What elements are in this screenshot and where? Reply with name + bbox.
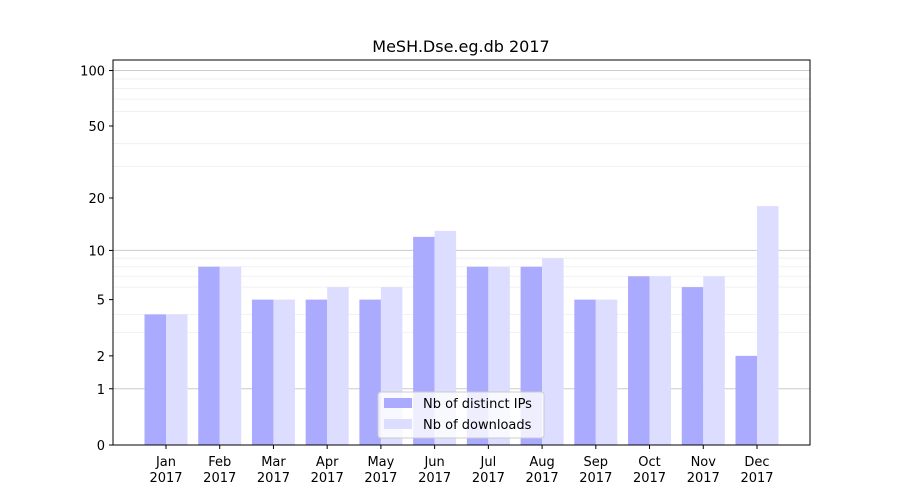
bar-distinct-ips — [305, 299, 328, 445]
legend-swatch — [384, 398, 412, 408]
bar-distinct-ips — [735, 355, 757, 445]
bar-downloads — [649, 276, 672, 445]
bar-distinct-ips — [198, 266, 220, 445]
bar-distinct-ips — [681, 287, 704, 445]
y-tick-label: 100 — [80, 65, 105, 80]
bar-distinct-ips — [144, 314, 166, 445]
y-tick-label: 1 — [97, 383, 105, 398]
y-tick-label: 2 — [97, 350, 105, 365]
bar-downloads — [703, 276, 725, 445]
bar-downloads — [542, 258, 564, 445]
x-tick-label: Mar 2017 — [257, 455, 290, 486]
bar-distinct-ips — [628, 276, 650, 445]
bar-downloads — [327, 287, 349, 445]
legend-label: Nb of downloads — [423, 418, 532, 433]
bar-downloads — [595, 299, 618, 445]
x-tick-label: May 2017 — [364, 455, 397, 486]
x-tick-label: Feb 2017 — [203, 455, 236, 486]
bar-distinct-ips — [574, 299, 596, 445]
y-tick-label: 0 — [97, 439, 105, 454]
bar-downloads — [434, 230, 457, 445]
plot-frame — [112, 59, 811, 446]
x-tick-label: Jan 2017 — [149, 455, 182, 486]
y-tick-label: 20 — [88, 192, 105, 207]
y-tick-label: 5 — [97, 294, 105, 309]
legend-box — [377, 391, 545, 439]
legend-swatch — [384, 419, 412, 429]
x-tick-label: Jun 2017 — [418, 455, 451, 486]
bar-downloads — [166, 314, 188, 445]
bar-distinct-ips — [359, 299, 381, 445]
x-tick-label: Nov 2017 — [687, 455, 720, 486]
chart-title: MeSH.Dse.eg.db 2017 — [372, 37, 549, 56]
x-tick-label: Dec 2017 — [740, 455, 773, 486]
y-tick-label: 50 — [88, 120, 105, 135]
bar-downloads — [219, 266, 242, 445]
legend-label: Nb of distinct IPs — [423, 397, 532, 412]
bar-downloads — [757, 206, 779, 445]
legend: Nb of distinct IPs Nb of downloads — [377, 391, 545, 439]
x-tick-label: Jul 2017 — [472, 455, 505, 486]
bar-downloads — [273, 299, 295, 445]
x-tick-label: Sep 2017 — [579, 455, 612, 486]
x-tick-label: Apr 2017 — [311, 455, 344, 486]
x-tick-label: Oct 2017 — [633, 455, 666, 486]
x-tick-label: Aug 2017 — [526, 455, 559, 486]
y-tick-label: 10 — [88, 244, 105, 259]
bar-distinct-ips — [251, 299, 274, 445]
